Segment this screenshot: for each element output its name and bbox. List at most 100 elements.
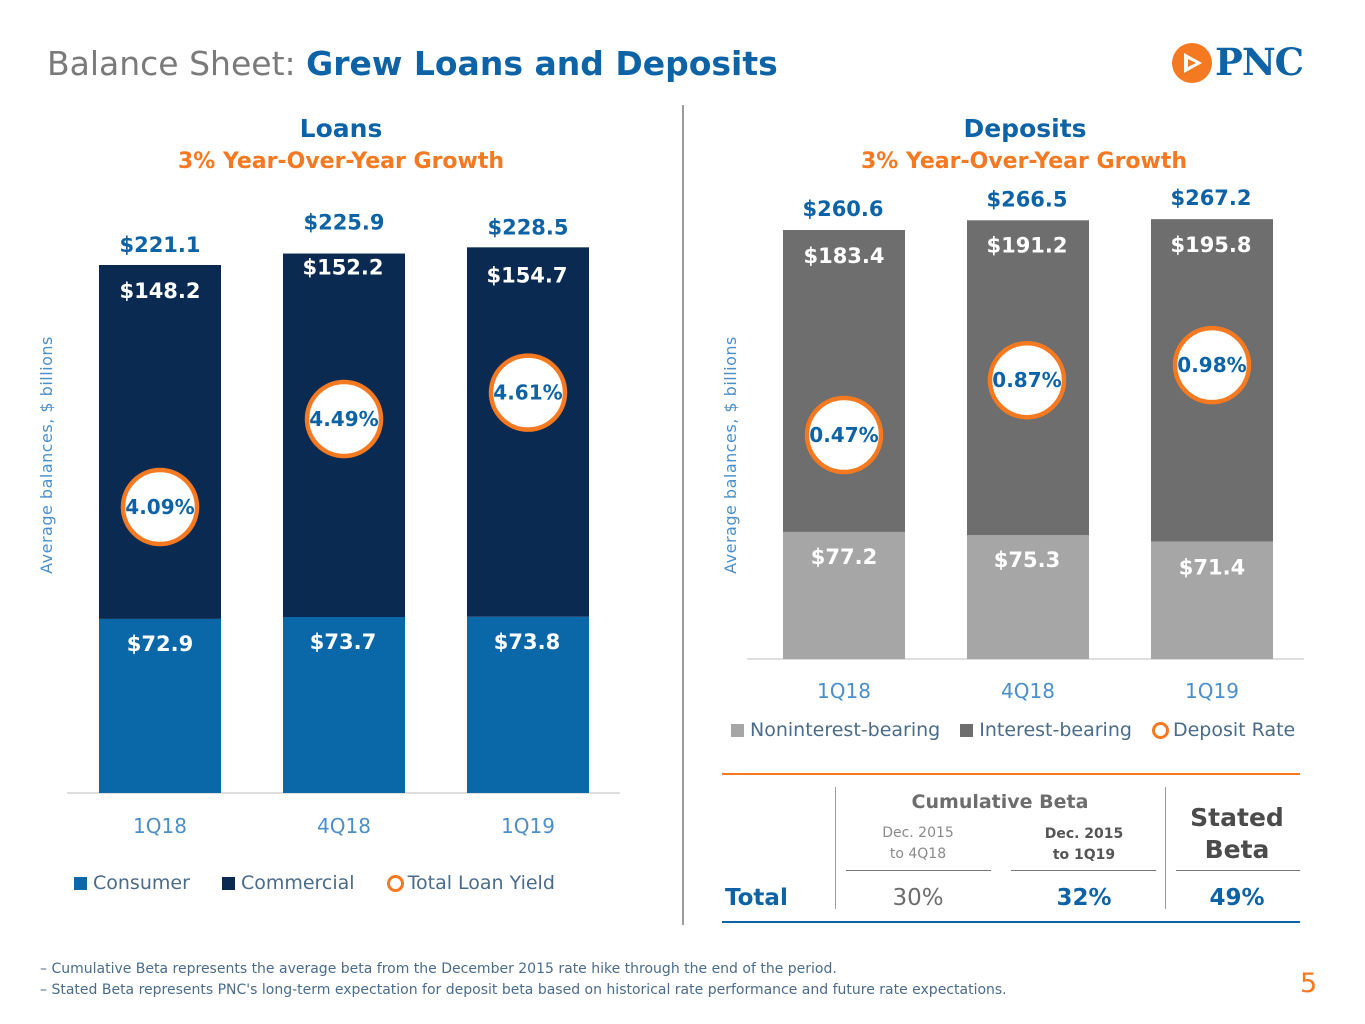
total-label-1Q18: $221.1 [119,233,200,257]
col1-rule [846,870,991,871]
table-sep-right [1165,787,1166,909]
bar-loans-commercial-1Q18 [99,265,221,619]
col2-line2: to 1Q19 [1052,847,1116,863]
rate-label-1Q18: 4.09% [125,495,194,519]
x-tick-label-1Q18: 1Q18 [133,814,187,838]
data-label-consumer-1Q19: $73.8 [494,630,560,654]
x-tick-label-4Q18: 4Q18 [317,814,371,838]
y-axis-label: Average balances, $ billions [37,336,56,574]
rate-marker-1Q19 [488,353,568,432]
pnc-logo: PNC [1170,38,1322,88]
data-label-commercial-1Q19: $154.7 [486,263,567,287]
title-prefix: Balance Sheet: [47,44,296,83]
col2-header: Dec. 2015 to 1Q19 [1024,824,1144,866]
consumer-swatch-icon [74,877,87,890]
stated-beta-header: Stated Beta [1177,802,1297,866]
legend-rate: Deposit Rate [1151,719,1296,741]
page-number: 5 [1300,968,1318,999]
col1-header: Dec. 2015 to 4Q18 [858,823,978,865]
data-label-nonint-4Q18: $75.3 [994,548,1060,572]
beta-value-1q19: 32% [1056,885,1112,911]
data-label-consumer-4Q18: $73.7 [310,630,376,654]
legend-rate-label: Deposit Rate [1172,719,1296,741]
col2-rule [1011,870,1156,871]
col1-line1: Dec. 2015 [882,825,954,841]
table-sep-left [835,787,836,909]
stated-line1: Stated [1190,803,1284,832]
col2-line1: Dec. 2015 [1044,826,1124,842]
stated-line2: Beta [1204,835,1270,864]
rate-marker-4Q18 [987,340,1067,420]
data-label-commercial-4Q18: $152.2 [302,256,383,280]
x-tick-label-1Q19: 1Q19 [501,814,555,838]
nonint-swatch-icon [731,724,744,737]
x-tick-label-1Q18: 1Q18 [817,679,871,703]
data-label-nonint-1Q18: $77.2 [811,545,877,569]
legend-nonint-label: Noninterest-bearing [750,719,941,741]
data-label-commercial-1Q18: $148.2 [119,279,200,303]
footnote-1: – Cumulative Beta represents the average… [40,961,837,977]
logo-text: PNC [1215,40,1304,84]
y-axis-label: Average balances, $ billions [721,336,740,574]
footnote-2: – Stated Beta represents PNC's long-term… [40,982,1007,998]
rate-label-1Q18: 0.47% [809,423,878,447]
x-tick-label-4Q18: 4Q18 [1001,679,1055,703]
deposits-legend: Noninterest-bearing Interest-bearing Dep… [731,719,1295,741]
total-label-4Q18: $266.5 [986,187,1067,211]
page-title: Balance Sheet: Grew Loans and Deposits [47,44,778,83]
x-tick-label-1Q19: 1Q19 [1185,679,1239,703]
total-label-1Q18: $260.6 [802,197,883,221]
bar-deposits-nonint-4Q18 [967,535,1089,659]
data-label-int-1Q18: $183.4 [803,244,884,268]
loans-chart-subtitle: 3% Year-Over-Year Growth [177,149,505,174]
loans-legend: Consumer Commercial Total Loan Yield [74,872,581,894]
bar-deposits-nonint-1Q19 [1151,541,1273,659]
stated-beta-value: 49% [1209,885,1265,911]
data-label-consumer-1Q18: $72.9 [127,632,193,656]
col3-rule [1176,870,1300,871]
pnc-logo-icon [1172,43,1212,83]
commercial-swatch-icon [221,877,235,890]
total-row-label: Total [725,885,788,911]
rate-label-4Q18: 0.87% [992,368,1061,392]
legend-commercial: Commercial [221,872,355,894]
bar-loans-consumer-4Q18 [283,617,405,793]
beta-value-4q18: 30% [892,885,944,911]
total-label-1Q19: $228.5 [487,215,568,239]
legend-consumer-label: Consumer [93,872,190,894]
rate-ring-icon [1151,722,1169,739]
deposits-chart: Average balances, $ billions $77.2 $183.4 $… [721,186,1304,703]
legend-nonint: Noninterest-bearing [731,719,940,741]
rate-marker-4Q18 [304,379,384,459]
col1-line2: to 4Q18 [889,846,947,862]
int-swatch-icon [960,724,974,737]
legend-int-label: Interest-bearing [979,719,1132,741]
rate-marker-1Q18 [120,467,200,547]
section-divider [682,105,684,925]
deposits-chart-subtitle: 3% Year-Over-Year Growth [860,149,1188,174]
legend-int: Interest-bearing [960,719,1132,741]
total-label-4Q18: $225.9 [303,211,384,235]
bar-loans-commercial-1Q19 [467,247,589,617]
bar-deposits-nonint-1Q18 [783,531,905,659]
data-label-nonint-1Q19: $71.4 [1179,555,1245,579]
title-main: Grew Loans and Deposits [306,44,778,83]
loans-chart-title: Loans [299,114,383,143]
data-label-int-1Q19: $195.8 [1170,233,1251,257]
table-top-rule [722,773,1300,775]
bar-loans-consumer-1Q18 [99,618,221,793]
data-label-int-4Q18: $191.2 [986,233,1067,257]
bar-deposits-int-1Q18 [783,230,905,532]
legend-yield-label: Total Loan Yield [407,872,555,894]
rate-label-1Q19: 0.98% [1177,353,1246,377]
legend-consumer: Consumer [74,872,190,894]
deposits-chart-title: Deposits [963,114,1087,143]
legend-commercial-label: Commercial [240,872,355,894]
yield-ring-icon [386,875,404,892]
cumulative-beta-header: Cumulative Beta [911,791,1089,813]
legend-yield: Total Loan Yield [386,872,555,894]
bar-loans-consumer-1Q19 [467,616,589,793]
rate-label-1Q19: 4.61% [493,381,562,405]
rate-marker-1Q19 [1172,325,1252,405]
table-bottom-rule [722,921,1300,923]
